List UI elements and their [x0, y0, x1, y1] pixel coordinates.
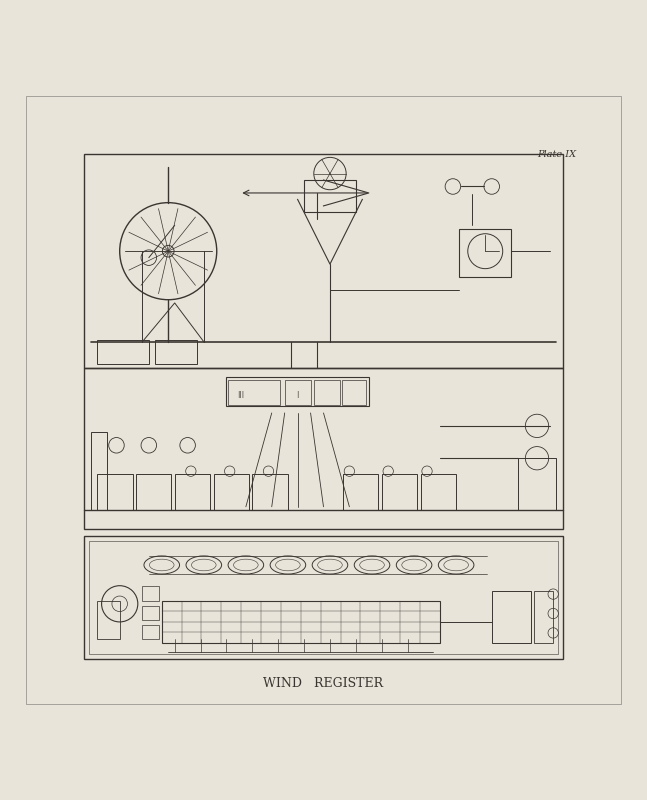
Bar — [89, 541, 558, 654]
Bar — [226, 378, 369, 406]
Bar — [162, 601, 440, 642]
Bar — [304, 180, 356, 212]
Bar — [155, 340, 197, 365]
Bar — [136, 474, 171, 510]
Bar — [84, 536, 563, 659]
Bar — [285, 380, 311, 405]
Bar — [97, 601, 120, 639]
Bar — [343, 474, 378, 510]
Bar — [142, 625, 159, 639]
Bar — [214, 474, 249, 510]
Bar — [97, 340, 149, 365]
Text: |||: ||| — [237, 391, 245, 398]
Text: Plate IX: Plate IX — [537, 150, 576, 158]
Bar — [314, 380, 340, 405]
Bar — [342, 380, 366, 405]
Bar — [534, 591, 553, 642]
Bar — [142, 586, 159, 601]
Bar — [382, 474, 417, 510]
Bar — [421, 474, 456, 510]
Bar — [459, 229, 511, 277]
Bar — [228, 380, 280, 405]
Bar — [252, 474, 288, 510]
Bar — [84, 154, 563, 368]
Bar — [492, 591, 531, 642]
Text: WIND   REGISTER: WIND REGISTER — [263, 677, 384, 690]
Bar — [84, 368, 563, 530]
Bar — [91, 432, 107, 510]
Bar — [518, 458, 556, 510]
Text: |: | — [296, 391, 299, 398]
Bar — [175, 474, 210, 510]
Bar — [142, 606, 159, 620]
Bar — [97, 474, 133, 510]
